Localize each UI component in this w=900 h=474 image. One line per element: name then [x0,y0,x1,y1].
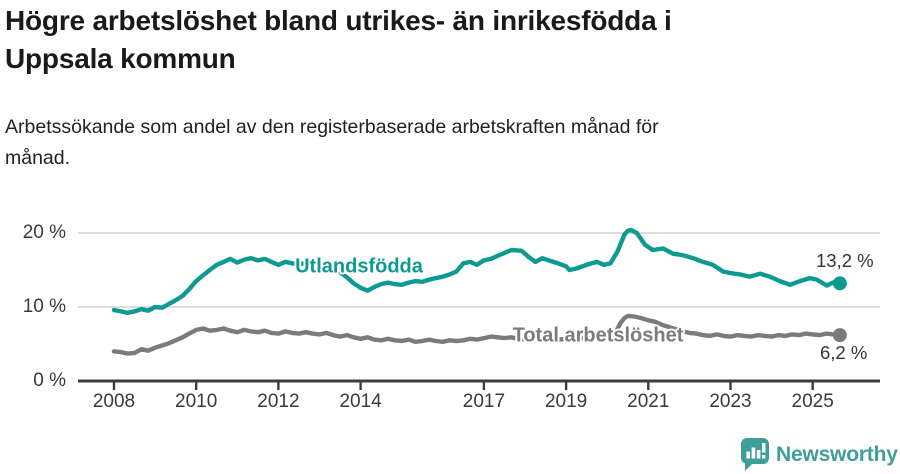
x-tick-label-2025: 2025 [791,391,834,412]
x-tick-label-2008: 2008 [92,391,136,412]
chart-subtitle: Arbetssökande som andel av den registerb… [5,112,765,174]
x-tick-label-2019: 2019 [544,391,588,412]
newsworthy-logo-icon [741,438,769,471]
x-tick-label-2023: 2023 [709,391,752,412]
brand-name: Newsworthy [776,443,898,466]
y-tick-label-20: 20 % [22,222,66,243]
subtitle-line-2: månad. [5,147,71,169]
title-line-2: Uppsala kommun [5,43,236,74]
title-line-1: Högre arbetslöshet bland utrikes- än inr… [5,5,672,36]
x-tick-label-2014: 2014 [339,391,382,412]
y-tick-label-0: 0 % [33,370,66,391]
x-tick-label-2010: 2010 [175,391,218,412]
series-label-total-arbetsloshet: Total arbetslöshet [512,324,684,347]
newsworthy-brand-link[interactable]: Newsworthy [741,438,898,472]
end-value-total-arbetsloshet: 6,2 % [820,342,868,363]
end-value-utlandsfodda: 13,2 % [816,250,874,271]
x-tick-label-2017: 2017 [462,391,506,412]
series-label-utlandsfodda: Utlandsfödda [295,255,423,278]
subtitle-line-1: Arbetssökande som andel av den registerb… [5,116,659,138]
x-tick-label-2021: 2021 [627,391,670,412]
series-end-dot-0 [832,276,847,291]
page-title: Högre arbetslöshet bland utrikes- än inr… [5,2,825,78]
series-end-dot-1 [832,328,847,343]
y-tick-label-10: 10 % [22,296,66,317]
x-tick-label-2012: 2012 [257,391,300,412]
series-line-0 [111,227,842,316]
series-line-1 [111,313,842,356]
